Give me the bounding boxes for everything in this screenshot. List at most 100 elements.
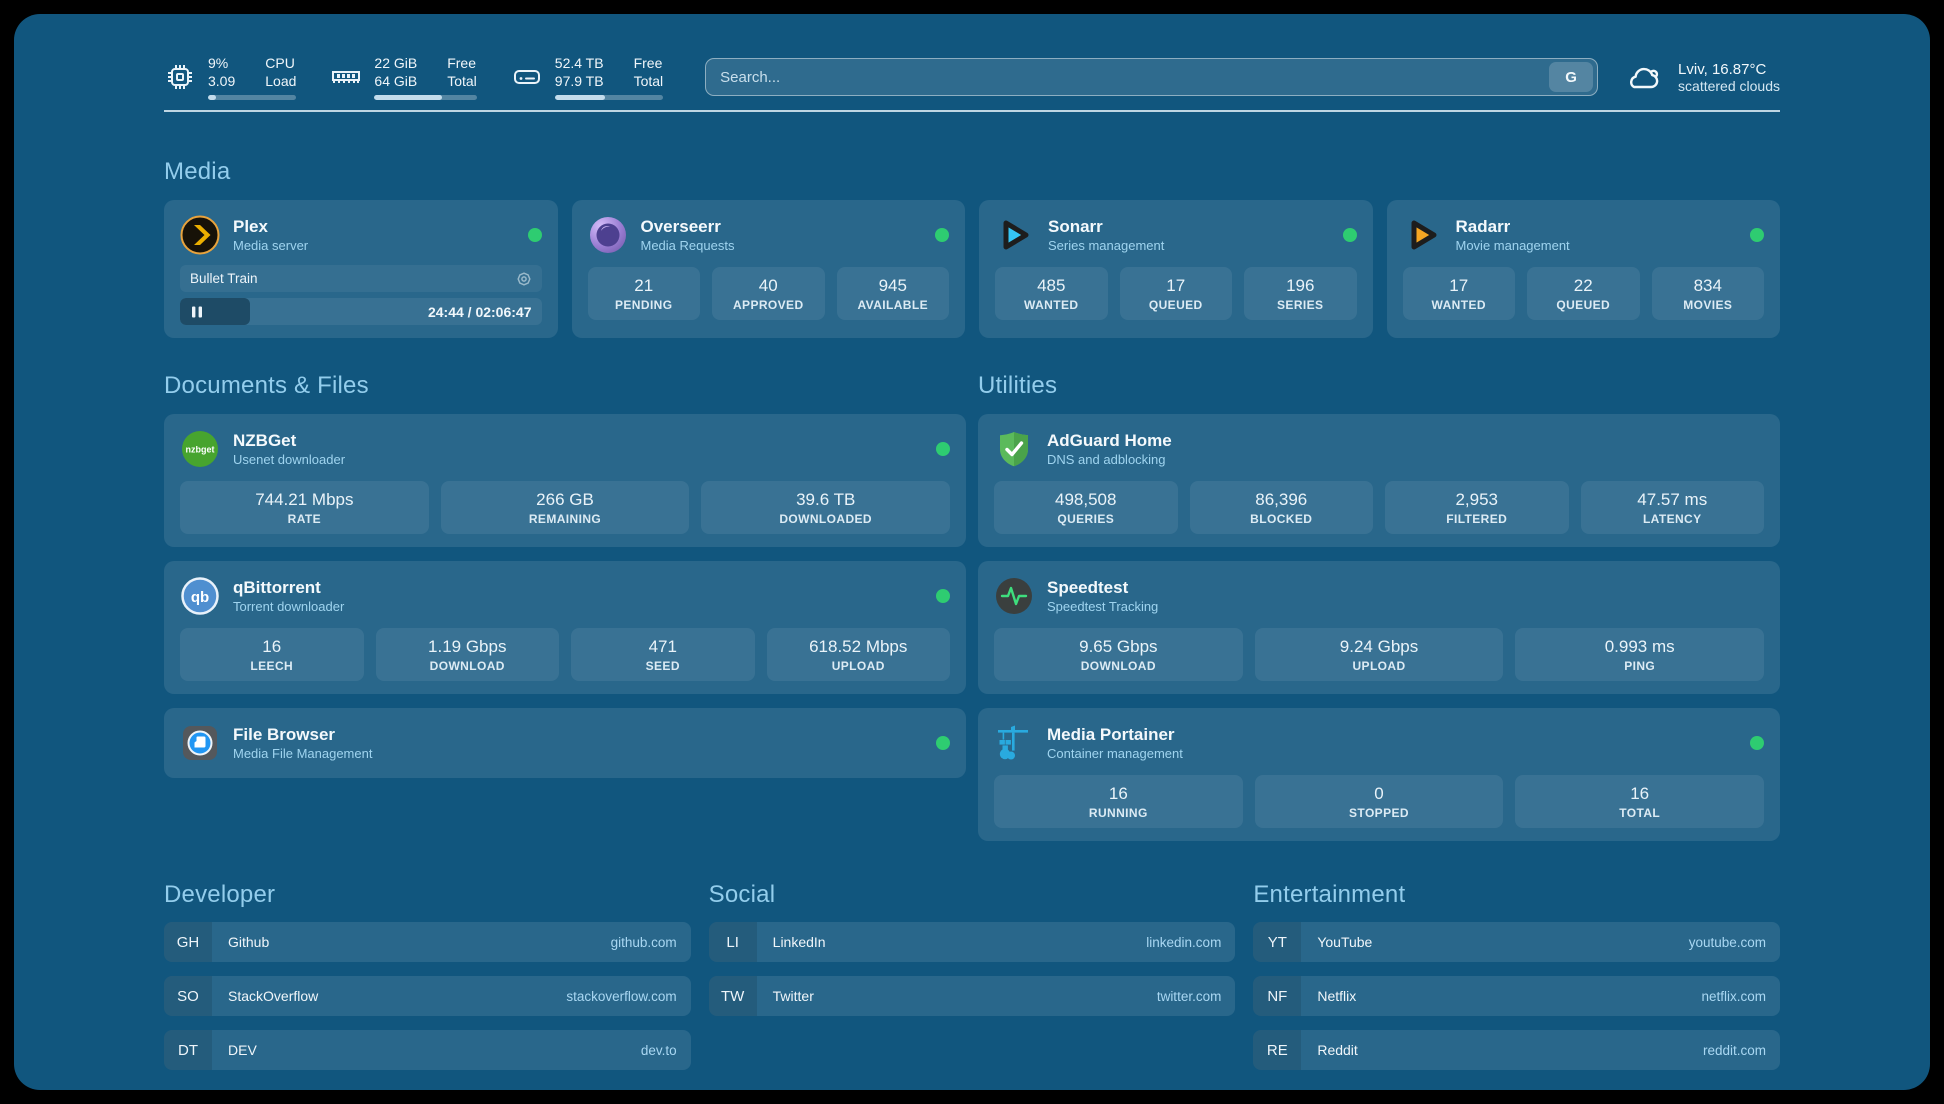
search-engine-button[interactable]: G xyxy=(1549,62,1594,92)
disk-widget: 52.4 TB 97.9 TB Free Total xyxy=(511,54,664,100)
playback-progress-bar[interactable]: 24:44 / 02:06:47 xyxy=(180,298,542,325)
stat-tile: 21 PENDING xyxy=(587,267,700,320)
plex-name: Plex xyxy=(233,217,268,236)
overseerr-card[interactable]: Overseerr Media Requests 21 PENDING 40 A… xyxy=(571,200,965,338)
plex-subtitle: Media server xyxy=(233,238,309,253)
stat-label: FILTERED xyxy=(1446,512,1508,526)
stat-value: 196 xyxy=(1286,276,1315,295)
section-social: Social LI LinkedIn linkedin.com TW Twitt… xyxy=(708,881,1236,1070)
adguard-card[interactable]: AdGuard Home DNS and adblocking 498,508 … xyxy=(978,414,1780,547)
overseerr-subtitle: Media Requests xyxy=(640,238,735,253)
topbar-divider xyxy=(164,110,1780,112)
social-section-title: Social xyxy=(708,881,776,908)
stat-label: TOTAL xyxy=(1619,806,1661,820)
stat-label: LEECH xyxy=(250,659,294,673)
bookmark-abbr: RE xyxy=(1253,1030,1302,1070)
stat-tile: 266 GB REMAINING xyxy=(440,481,690,534)
developer-section-title: Developer xyxy=(164,881,276,908)
qbittorrent-name: qBittorrent xyxy=(233,578,321,597)
ram-total-label: Total xyxy=(447,73,477,89)
bookmark-name: YouTube xyxy=(1317,934,1373,950)
section-media: Media Plex Media server Bullet Train xyxy=(164,158,1780,338)
session-icon[interactable] xyxy=(516,271,532,287)
ram-widget: 22 GiB 64 GiB Free Total xyxy=(330,54,477,100)
stat-value: 618.52 Mbps xyxy=(809,637,908,656)
stat-label: APPROVED xyxy=(732,298,804,312)
stat-label: QUEUED xyxy=(1148,298,1203,312)
stat-value: 21 xyxy=(634,276,654,295)
bookmark-row-youtube[interactable]: YT YouTube youtube.com xyxy=(1253,922,1780,962)
disk-free-value: 52.4 TB xyxy=(554,55,604,71)
bookmark-name: Twitter xyxy=(772,988,814,1004)
qbittorrent-card[interactable]: qb qBittorrent Torrent downloader 16 LEE… xyxy=(164,561,966,694)
pause-icon[interactable] xyxy=(190,305,204,318)
stat-tile: 744.21 Mbps RATE xyxy=(180,481,429,534)
portainer-subtitle: Container management xyxy=(1047,746,1183,761)
cloud-icon xyxy=(1630,67,1659,89)
stat-tile: 39.6 TB DOWNLOADED xyxy=(701,481,951,534)
sonarr-name: Sonarr xyxy=(1048,217,1103,236)
bookmark-row-dev[interactable]: DT DEV dev.to xyxy=(164,1030,691,1070)
bookmark-abbr: TW xyxy=(708,976,757,1016)
stat-tile: 16 RUNNING xyxy=(994,775,1243,828)
cpu-progress-track xyxy=(208,95,297,100)
stat-value: 9.65 Gbps xyxy=(1079,637,1158,656)
disk-total-value: 97.9 TB xyxy=(554,73,604,89)
stat-tile: 485 WANTED xyxy=(995,267,1108,320)
stat-value: 0.993 ms xyxy=(1604,637,1675,656)
qbittorrent-icon: qb xyxy=(181,577,219,615)
radarr-subtitle: Movie management xyxy=(1455,238,1570,253)
adguard-name: AdGuard Home xyxy=(1047,431,1172,450)
bookmark-row-github[interactable]: GH Github github.com xyxy=(164,922,691,962)
stat-value: 16 xyxy=(1630,784,1650,803)
radarr-card[interactable]: Radarr Movie management 17 WANTED 22 QUE… xyxy=(1386,200,1780,338)
section-utilities: Utilities AdGuard Home DNS and adblockin… xyxy=(978,372,1780,841)
utilities-section-title: Utilities xyxy=(978,372,1058,399)
bookmark-name: Netflix xyxy=(1317,988,1357,1004)
documents-section-title: Documents & Files xyxy=(164,372,369,399)
stat-tile: 2,953 FILTERED xyxy=(1385,481,1569,534)
stat-tile: 196 SERIES xyxy=(1244,267,1357,320)
search-input[interactable] xyxy=(720,68,1550,86)
stat-value: 485 xyxy=(1037,276,1066,295)
stat-label: DOWNLOAD xyxy=(429,659,505,673)
qbittorrent-status-dot xyxy=(936,589,950,603)
nzbget-status-dot xyxy=(936,442,950,456)
portainer-card[interactable]: Media Portainer Container management 16 … xyxy=(978,708,1780,841)
filebrowser-card[interactable]: File Browser Media File Management xyxy=(164,708,966,778)
stat-label: RUNNING xyxy=(1088,806,1148,820)
ram-free-value: 22 GiB xyxy=(374,55,418,71)
stat-label: UPLOAD xyxy=(1352,659,1406,673)
stat-value: 2,953 xyxy=(1455,490,1499,509)
bookmark-row-netflix[interactable]: NF Netflix netflix.com xyxy=(1253,976,1780,1016)
plex-card[interactable]: Plex Media server Bullet Train xyxy=(164,200,558,338)
now-playing-row: Bullet Train xyxy=(180,265,542,292)
bookmark-abbr: SO xyxy=(164,976,212,1016)
nzbget-card[interactable]: nzbget NZBGet Usenet downloader 744.21 M… xyxy=(164,414,966,547)
stat-tile: 17 WANTED xyxy=(1402,267,1515,320)
playback-time: 24:44 / 02:06:47 xyxy=(427,303,532,320)
bookmark-row-stackoverflow[interactable]: SO StackOverflow stackoverflow.com xyxy=(164,976,691,1016)
svg-text:nzbget: nzbget xyxy=(186,445,215,455)
ram-progress-fill xyxy=(374,95,442,100)
stat-label: SERIES xyxy=(1277,298,1324,312)
stat-value: 47.57 ms xyxy=(1637,490,1708,509)
weather-widget[interactable]: Lviv, 16.87°C scattered clouds xyxy=(1624,61,1780,94)
nzbget-subtitle: Usenet downloader xyxy=(233,452,346,467)
bookmark-abbr: DT xyxy=(164,1030,212,1070)
bookmark-name: DEV xyxy=(228,1042,257,1058)
bookmark-row-reddit[interactable]: RE Reddit reddit.com xyxy=(1253,1030,1780,1070)
overseerr-icon xyxy=(589,217,626,253)
speedtest-card[interactable]: Speedtest Speedtest Tracking 9.65 Gbps D… xyxy=(978,561,1780,694)
section-developer: Developer GH Github github.com SO StackO… xyxy=(164,881,691,1070)
stat-tile: 498,508 QUERIES xyxy=(994,481,1178,534)
stat-tile: 945 AVAILABLE xyxy=(836,267,949,320)
bookmark-row-twitter[interactable]: TW Twitter twitter.com xyxy=(708,976,1236,1016)
stat-value: 16 xyxy=(1108,784,1128,803)
stat-label: UPLOAD xyxy=(831,659,885,673)
stat-tile: 86,396 BLOCKED xyxy=(1189,481,1373,534)
bookmark-row-linkedin[interactable]: LI LinkedIn linkedin.com xyxy=(708,922,1236,962)
bookmark-url: linkedin.com xyxy=(1146,934,1222,950)
sonarr-card[interactable]: Sonarr Series management 485 WANTED 17 Q… xyxy=(979,200,1373,338)
stat-value: 17 xyxy=(1166,276,1186,295)
